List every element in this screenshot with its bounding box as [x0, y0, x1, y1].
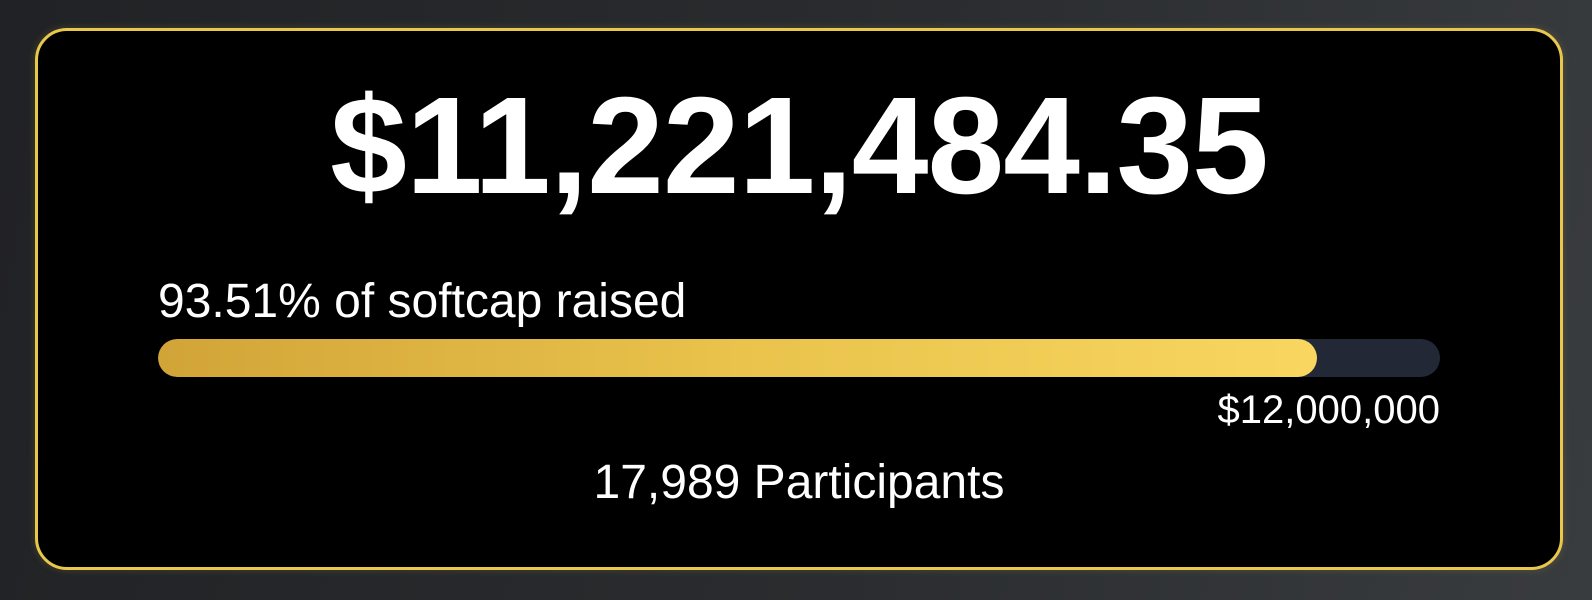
presale-stats-card: $11,221,484.35 93.51% of softcap raised … [35, 28, 1563, 570]
participants-count: 17,989 Participants [593, 456, 1005, 509]
progress-bar-track [158, 339, 1440, 377]
raised-amount: $11,221,484.35 [330, 69, 1269, 223]
softcap-percent-label: 93.51% of softcap raised [158, 275, 687, 328]
progress-bar-fill [158, 339, 1317, 377]
progress-section: 93.51% of softcap raised $12,000,000 [158, 275, 1440, 432]
softcap-amount-label: $12,000,000 [1217, 388, 1440, 432]
